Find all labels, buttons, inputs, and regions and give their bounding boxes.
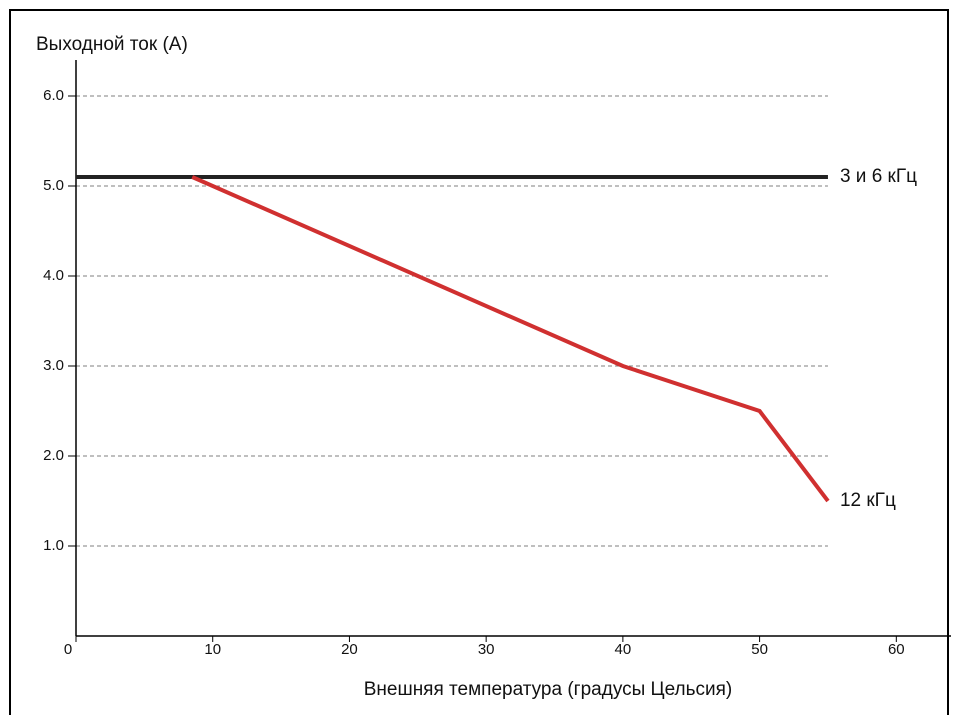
x-tick-label: 10 — [204, 641, 221, 658]
x-tick-label: 60 — [888, 641, 905, 658]
series-label: 12 кГц — [840, 490, 896, 511]
x-tick-label: 0 — [64, 641, 72, 658]
series-line — [191, 175, 830, 503]
y-tick-label: 6.0 — [43, 87, 64, 104]
y-tick-label: 3.0 — [43, 357, 64, 374]
x-tick-label: 20 — [341, 641, 358, 658]
y-tick-label: 2.0 — [43, 447, 64, 464]
x-tick-label: 50 — [751, 641, 768, 658]
x-axis-label: Внешняя температура (градусы Цельсия) — [364, 679, 733, 700]
series-label: 3 и 6 кГц — [840, 166, 917, 187]
y-axis-label: Выходной ток (A) — [36, 34, 188, 55]
x-tick-label: 30 — [478, 641, 495, 658]
y-tick-label: 1.0 — [43, 537, 64, 554]
x-tick-label: 40 — [615, 641, 632, 658]
frame — [9, 9, 949, 715]
y-tick-label: 4.0 — [43, 267, 64, 284]
y-tick-label: 5.0 — [43, 177, 64, 194]
